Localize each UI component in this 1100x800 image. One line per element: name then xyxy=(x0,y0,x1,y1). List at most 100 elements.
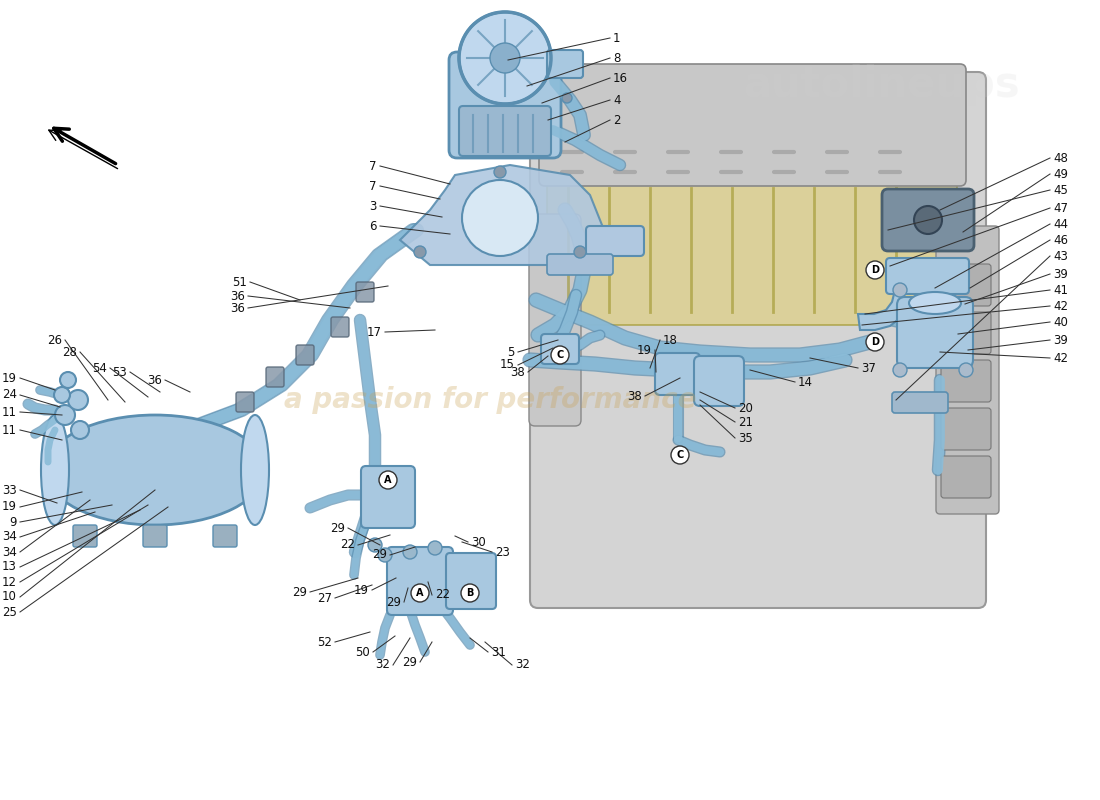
FancyBboxPatch shape xyxy=(296,345,314,365)
FancyBboxPatch shape xyxy=(940,312,991,354)
FancyBboxPatch shape xyxy=(361,466,415,528)
Text: 39: 39 xyxy=(1053,334,1068,346)
Circle shape xyxy=(68,390,88,410)
Text: 21: 21 xyxy=(738,415,754,429)
Text: 22: 22 xyxy=(434,589,450,602)
Ellipse shape xyxy=(41,415,69,525)
Text: 23: 23 xyxy=(495,546,510,558)
Circle shape xyxy=(411,584,429,602)
FancyBboxPatch shape xyxy=(547,175,957,325)
Circle shape xyxy=(60,372,76,388)
Text: 34: 34 xyxy=(2,546,16,558)
FancyBboxPatch shape xyxy=(529,214,581,426)
Text: 38: 38 xyxy=(510,366,525,378)
Text: 29: 29 xyxy=(402,655,417,669)
Text: 10: 10 xyxy=(2,590,16,603)
FancyBboxPatch shape xyxy=(331,317,349,337)
Text: 18: 18 xyxy=(663,334,678,346)
Text: 34: 34 xyxy=(2,530,16,543)
Text: 28: 28 xyxy=(62,346,77,358)
Text: 3: 3 xyxy=(370,199,377,213)
Circle shape xyxy=(462,180,538,256)
FancyBboxPatch shape xyxy=(143,525,167,547)
Circle shape xyxy=(368,538,382,552)
FancyBboxPatch shape xyxy=(586,226,644,256)
Text: 38: 38 xyxy=(627,390,642,402)
FancyBboxPatch shape xyxy=(236,392,254,412)
Circle shape xyxy=(55,405,75,425)
Text: 51: 51 xyxy=(232,275,248,289)
FancyBboxPatch shape xyxy=(73,525,97,547)
Text: 42: 42 xyxy=(1053,351,1068,365)
Circle shape xyxy=(866,333,884,351)
Circle shape xyxy=(914,206,942,234)
Circle shape xyxy=(378,548,392,562)
Text: 47: 47 xyxy=(1053,202,1068,214)
FancyBboxPatch shape xyxy=(530,72,986,608)
Circle shape xyxy=(461,584,478,602)
Text: 7: 7 xyxy=(370,159,377,173)
FancyBboxPatch shape xyxy=(892,392,948,413)
Text: 43: 43 xyxy=(1053,250,1068,262)
Circle shape xyxy=(866,261,884,279)
Circle shape xyxy=(414,246,426,258)
FancyBboxPatch shape xyxy=(213,525,236,547)
Text: 25: 25 xyxy=(2,606,16,618)
Circle shape xyxy=(459,12,551,104)
FancyBboxPatch shape xyxy=(547,254,613,275)
Text: A: A xyxy=(384,475,392,485)
Text: 42: 42 xyxy=(1053,299,1068,313)
Circle shape xyxy=(494,166,506,178)
FancyBboxPatch shape xyxy=(940,264,991,306)
Text: 1: 1 xyxy=(613,31,620,45)
Text: 44: 44 xyxy=(1053,218,1068,230)
FancyBboxPatch shape xyxy=(459,106,551,156)
Text: 19: 19 xyxy=(2,501,16,514)
Text: 15: 15 xyxy=(500,358,515,371)
Text: 14: 14 xyxy=(798,375,813,389)
Text: 45: 45 xyxy=(1053,183,1068,197)
Text: 22: 22 xyxy=(340,538,355,551)
Circle shape xyxy=(574,246,586,258)
Text: 19: 19 xyxy=(637,343,652,357)
FancyBboxPatch shape xyxy=(882,189,974,251)
FancyBboxPatch shape xyxy=(541,334,579,364)
FancyBboxPatch shape xyxy=(266,367,284,387)
Text: B: B xyxy=(466,588,474,598)
FancyBboxPatch shape xyxy=(654,353,700,395)
Text: 36: 36 xyxy=(230,290,245,302)
FancyBboxPatch shape xyxy=(940,408,991,450)
Text: 46: 46 xyxy=(1053,234,1068,246)
Ellipse shape xyxy=(241,415,270,525)
Text: 53: 53 xyxy=(112,366,126,378)
Circle shape xyxy=(959,363,974,377)
Text: 8: 8 xyxy=(613,51,620,65)
FancyBboxPatch shape xyxy=(449,52,561,158)
Circle shape xyxy=(54,387,70,403)
FancyBboxPatch shape xyxy=(940,360,991,402)
Text: a passion for performance: a passion for performance xyxy=(284,386,696,414)
FancyBboxPatch shape xyxy=(539,64,966,186)
Text: 30: 30 xyxy=(471,535,486,549)
Circle shape xyxy=(562,93,572,103)
Text: 41: 41 xyxy=(1053,283,1068,297)
Text: 29: 29 xyxy=(330,522,345,534)
Text: 39: 39 xyxy=(1053,267,1068,281)
Polygon shape xyxy=(400,165,610,265)
Text: 29: 29 xyxy=(292,586,307,598)
Text: autolineups: autolineups xyxy=(744,64,1020,106)
Text: 19: 19 xyxy=(2,371,16,385)
Circle shape xyxy=(379,471,397,489)
Text: 29: 29 xyxy=(372,549,387,562)
Text: 6: 6 xyxy=(370,219,377,233)
Text: 16: 16 xyxy=(613,71,628,85)
Text: 36: 36 xyxy=(147,374,162,386)
Text: 4: 4 xyxy=(613,94,620,106)
Text: 7: 7 xyxy=(370,179,377,193)
Circle shape xyxy=(671,446,689,464)
Text: 19: 19 xyxy=(354,583,368,597)
Text: 29: 29 xyxy=(386,595,402,609)
Text: 40: 40 xyxy=(1053,315,1068,329)
Circle shape xyxy=(893,363,907,377)
Text: 31: 31 xyxy=(491,646,506,658)
